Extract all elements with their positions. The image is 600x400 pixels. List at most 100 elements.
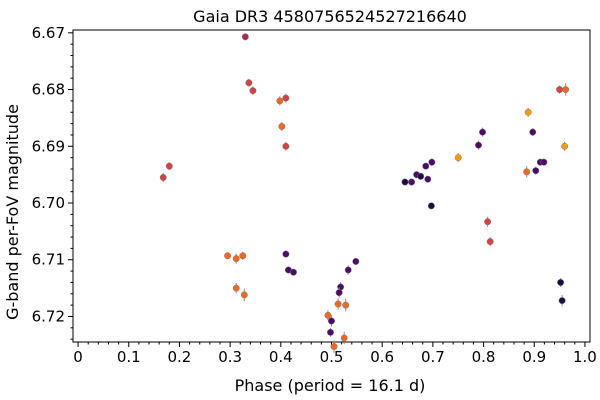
data-point bbox=[556, 85, 564, 94]
data-point bbox=[240, 288, 248, 302]
data-point bbox=[290, 268, 297, 276]
data-point bbox=[282, 141, 290, 151]
y-axis: 6.67 6.68 6.69 6.70 6.71 6.72 bbox=[32, 24, 73, 340]
y-axis-label: G-band per-FoV magnitude bbox=[3, 104, 22, 320]
data-point bbox=[428, 158, 436, 167]
data-point bbox=[282, 93, 290, 103]
data-point bbox=[344, 265, 352, 275]
point-marker bbox=[241, 33, 249, 41]
point-marker bbox=[532, 167, 540, 175]
data-point bbox=[524, 107, 532, 117]
data-point bbox=[159, 172, 167, 183]
data-point bbox=[328, 315, 335, 327]
point-marker bbox=[278, 122, 286, 130]
data-point bbox=[284, 266, 292, 274]
point-marker bbox=[557, 278, 565, 286]
data-point bbox=[334, 298, 342, 310]
y-tick-label: 6.70 bbox=[32, 194, 65, 212]
data-point bbox=[165, 162, 173, 171]
data-point bbox=[427, 202, 435, 210]
chart-title: Gaia DR3 4580756524527216640 bbox=[193, 7, 467, 26]
data-points bbox=[159, 33, 570, 353]
data-point bbox=[408, 178, 416, 186]
data-point bbox=[327, 327, 334, 337]
point-marker bbox=[249, 87, 257, 95]
point-marker bbox=[558, 297, 566, 305]
data-point bbox=[479, 127, 486, 137]
point-marker bbox=[342, 301, 350, 309]
data-point bbox=[558, 294, 566, 307]
data-point bbox=[245, 78, 253, 87]
data-point bbox=[340, 331, 348, 345]
data-point bbox=[484, 216, 492, 227]
point-marker bbox=[330, 343, 338, 350]
y-tick-label: 6.67 bbox=[32, 24, 65, 42]
data-point bbox=[330, 340, 338, 353]
point-marker bbox=[240, 291, 248, 299]
data-point bbox=[352, 257, 360, 265]
x-tick-label: 0.4 bbox=[269, 348, 293, 366]
data-point bbox=[540, 158, 548, 166]
point-marker bbox=[479, 128, 486, 136]
point-marker bbox=[524, 108, 532, 116]
point-marker bbox=[328, 317, 335, 325]
point-marker bbox=[327, 328, 334, 336]
point-marker bbox=[232, 284, 240, 292]
point-marker bbox=[239, 252, 247, 260]
point-marker bbox=[232, 255, 240, 263]
data-point bbox=[529, 128, 537, 137]
data-point bbox=[523, 166, 531, 178]
data-point bbox=[282, 250, 290, 258]
point-marker bbox=[344, 266, 352, 274]
point-marker bbox=[340, 334, 348, 342]
x-tick-label: 0.6 bbox=[370, 348, 394, 366]
point-marker bbox=[523, 168, 531, 176]
data-point bbox=[224, 252, 232, 260]
point-marker bbox=[401, 178, 409, 186]
data-point bbox=[417, 172, 425, 180]
x-tick-label: 0.8 bbox=[472, 348, 496, 366]
data-point bbox=[486, 237, 494, 247]
data-point bbox=[424, 175, 432, 183]
point-marker bbox=[290, 268, 297, 276]
point-marker bbox=[540, 158, 548, 166]
point-marker bbox=[486, 238, 494, 246]
data-point bbox=[241, 33, 249, 41]
x-tick-label: 0.3 bbox=[218, 348, 242, 366]
point-marker bbox=[282, 250, 290, 258]
point-marker bbox=[484, 218, 492, 226]
point-marker bbox=[276, 97, 284, 105]
data-point bbox=[532, 166, 540, 175]
data-point bbox=[561, 141, 569, 151]
point-marker bbox=[561, 142, 569, 150]
point-marker bbox=[475, 141, 482, 149]
data-point bbox=[232, 283, 240, 294]
y-tick-label: 6.72 bbox=[32, 307, 65, 325]
x-tick-label: 1.0 bbox=[573, 348, 597, 366]
point-marker bbox=[529, 128, 537, 136]
data-point bbox=[249, 86, 257, 96]
data-point bbox=[324, 310, 332, 321]
data-point bbox=[401, 178, 409, 186]
x-axis: 0 0.1 0.2 0.3 0.4 0.5 0.6 0.7 0.8 0.9 1.0 bbox=[73, 342, 597, 366]
data-point bbox=[335, 287, 343, 298]
point-marker bbox=[422, 162, 430, 170]
point-marker bbox=[159, 174, 167, 181]
x-axis-label: Phase (period = 16.1 d) bbox=[235, 376, 426, 395]
x-tick-label: 0.2 bbox=[168, 348, 192, 366]
data-point bbox=[422, 162, 430, 170]
point-marker bbox=[337, 283, 345, 291]
point-marker bbox=[428, 158, 436, 166]
point-marker bbox=[334, 300, 342, 308]
data-point bbox=[239, 251, 247, 260]
point-marker bbox=[245, 79, 253, 87]
point-marker bbox=[324, 311, 332, 319]
point-marker bbox=[427, 202, 435, 210]
plot-area bbox=[72, 29, 591, 343]
point-marker bbox=[424, 175, 432, 183]
point-marker bbox=[408, 178, 416, 186]
data-point bbox=[454, 153, 462, 163]
x-tick-label: 0 bbox=[73, 348, 83, 366]
x-tick-label: 0.5 bbox=[320, 348, 344, 366]
